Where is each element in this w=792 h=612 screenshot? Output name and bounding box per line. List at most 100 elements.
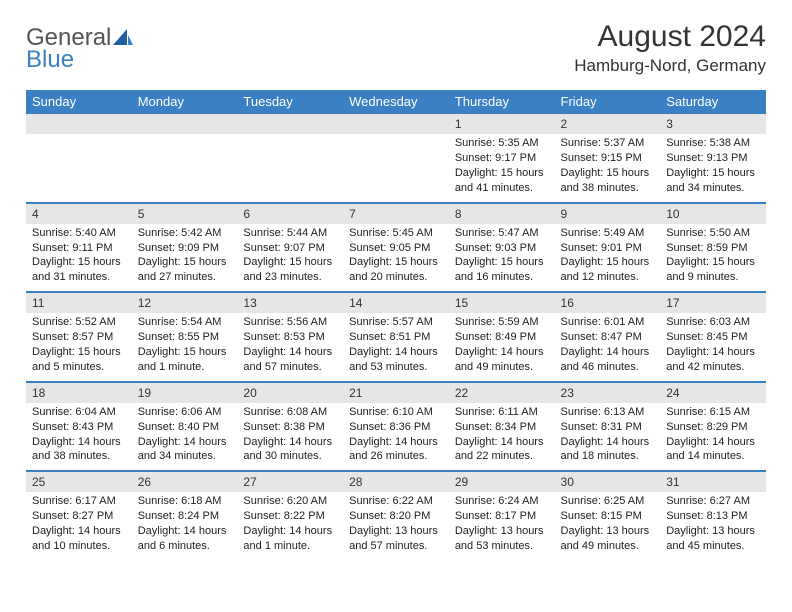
day-number: 18 [26, 382, 132, 403]
calendar-cell: 14Sunrise: 5:57 AMSunset: 8:51 PMDayligh… [343, 292, 449, 382]
day-details: Sunrise: 5:56 AMSunset: 8:53 PMDaylight:… [237, 313, 343, 380]
brand-part2-wrap: Blue [26, 46, 74, 74]
day-header-row: SundayMondayTuesdayWednesdayThursdayFrid… [26, 90, 766, 113]
day-number: 13 [237, 292, 343, 313]
calendar-page: General August 2024 Hamburg-Nord, German… [0, 0, 792, 572]
day-number: 10 [660, 203, 766, 224]
calendar-cell: 16Sunrise: 6:01 AMSunset: 8:47 PMDayligh… [555, 292, 661, 382]
day-number: 9 [555, 203, 661, 224]
calendar-week: 1Sunrise: 5:35 AMSunset: 9:17 PMDaylight… [26, 113, 766, 202]
day-details: Sunrise: 6:25 AMSunset: 8:15 PMDaylight:… [555, 492, 661, 559]
day-number: 6 [237, 203, 343, 224]
day-details: Sunrise: 6:24 AMSunset: 8:17 PMDaylight:… [449, 492, 555, 559]
calendar-cell: 19Sunrise: 6:06 AMSunset: 8:40 PMDayligh… [132, 381, 238, 471]
calendar-cell: 13Sunrise: 5:56 AMSunset: 8:53 PMDayligh… [237, 292, 343, 382]
day-header: Friday [555, 90, 661, 113]
calendar-cell: 29Sunrise: 6:24 AMSunset: 8:17 PMDayligh… [449, 471, 555, 560]
day-number: 12 [132, 292, 238, 313]
calendar-cell: 26Sunrise: 6:18 AMSunset: 8:24 PMDayligh… [132, 471, 238, 560]
calendar-cell: 18Sunrise: 6:04 AMSunset: 8:43 PMDayligh… [26, 381, 132, 471]
sail-icon [113, 29, 133, 47]
day-details: Sunrise: 6:11 AMSunset: 8:34 PMDaylight:… [449, 403, 555, 470]
day-details: Sunrise: 6:01 AMSunset: 8:47 PMDaylight:… [555, 313, 661, 380]
calendar-cell: 22Sunrise: 6:11 AMSunset: 8:34 PMDayligh… [449, 381, 555, 471]
calendar-cell: 10Sunrise: 5:50 AMSunset: 8:59 PMDayligh… [660, 202, 766, 292]
day-number: 28 [343, 471, 449, 492]
calendar-week: 18Sunrise: 6:04 AMSunset: 8:43 PMDayligh… [26, 381, 766, 471]
calendar-cell: 5Sunrise: 5:42 AMSunset: 9:09 PMDaylight… [132, 202, 238, 292]
day-details: Sunrise: 5:42 AMSunset: 9:09 PMDaylight:… [132, 224, 238, 291]
calendar-cell: 17Sunrise: 6:03 AMSunset: 8:45 PMDayligh… [660, 292, 766, 382]
day-details: Sunrise: 5:37 AMSunset: 9:15 PMDaylight:… [555, 134, 661, 201]
calendar-cell: 2Sunrise: 5:37 AMSunset: 9:15 PMDaylight… [555, 113, 661, 202]
day-number: 21 [343, 382, 449, 403]
day-number: 31 [660, 471, 766, 492]
day-details: Sunrise: 5:49 AMSunset: 9:01 PMDaylight:… [555, 224, 661, 291]
day-number: 8 [449, 203, 555, 224]
calendar-cell: 21Sunrise: 6:10 AMSunset: 8:36 PMDayligh… [343, 381, 449, 471]
calendar-cell [343, 113, 449, 202]
day-number-empty [26, 113, 132, 134]
day-number: 5 [132, 203, 238, 224]
day-details: Sunrise: 5:45 AMSunset: 9:05 PMDaylight:… [343, 224, 449, 291]
calendar-cell: 11Sunrise: 5:52 AMSunset: 8:57 PMDayligh… [26, 292, 132, 382]
calendar-cell: 4Sunrise: 5:40 AMSunset: 9:11 PMDaylight… [26, 202, 132, 292]
day-details: Sunrise: 5:57 AMSunset: 8:51 PMDaylight:… [343, 313, 449, 380]
day-details: Sunrise: 6:20 AMSunset: 8:22 PMDaylight:… [237, 492, 343, 559]
calendar-cell: 12Sunrise: 5:54 AMSunset: 8:55 PMDayligh… [132, 292, 238, 382]
day-details: Sunrise: 6:27 AMSunset: 8:13 PMDaylight:… [660, 492, 766, 559]
day-number: 25 [26, 471, 132, 492]
calendar-cell: 23Sunrise: 6:13 AMSunset: 8:31 PMDayligh… [555, 381, 661, 471]
calendar-cell [26, 113, 132, 202]
calendar-cell: 31Sunrise: 6:27 AMSunset: 8:13 PMDayligh… [660, 471, 766, 560]
day-details: Sunrise: 6:03 AMSunset: 8:45 PMDaylight:… [660, 313, 766, 380]
day-number-empty [343, 113, 449, 134]
day-number: 2 [555, 113, 661, 134]
calendar-thead: SundayMondayTuesdayWednesdayThursdayFrid… [26, 90, 766, 113]
day-details: Sunrise: 5:40 AMSunset: 9:11 PMDaylight:… [26, 224, 132, 291]
day-number: 15 [449, 292, 555, 313]
day-number: 24 [660, 382, 766, 403]
calendar-cell [237, 113, 343, 202]
calendar-cell: 27Sunrise: 6:20 AMSunset: 8:22 PMDayligh… [237, 471, 343, 560]
day-number: 11 [26, 292, 132, 313]
calendar-body: 1Sunrise: 5:35 AMSunset: 9:17 PMDaylight… [26, 113, 766, 560]
day-details: Sunrise: 5:50 AMSunset: 8:59 PMDaylight:… [660, 224, 766, 291]
day-number: 19 [132, 382, 238, 403]
day-details: Sunrise: 6:06 AMSunset: 8:40 PMDaylight:… [132, 403, 238, 470]
calendar-cell: 25Sunrise: 6:17 AMSunset: 8:27 PMDayligh… [26, 471, 132, 560]
calendar-cell: 8Sunrise: 5:47 AMSunset: 9:03 PMDaylight… [449, 202, 555, 292]
day-number: 1 [449, 113, 555, 134]
day-details: Sunrise: 5:44 AMSunset: 9:07 PMDaylight:… [237, 224, 343, 291]
day-details: Sunrise: 5:47 AMSunset: 9:03 PMDaylight:… [449, 224, 555, 291]
day-details: Sunrise: 5:35 AMSunset: 9:17 PMDaylight:… [449, 134, 555, 201]
day-number: 22 [449, 382, 555, 403]
calendar-cell: 20Sunrise: 6:08 AMSunset: 8:38 PMDayligh… [237, 381, 343, 471]
day-number: 30 [555, 471, 661, 492]
calendar-cell [132, 113, 238, 202]
day-details: Sunrise: 6:04 AMSunset: 8:43 PMDaylight:… [26, 403, 132, 470]
day-details: Sunrise: 6:08 AMSunset: 8:38 PMDaylight:… [237, 403, 343, 470]
day-number: 27 [237, 471, 343, 492]
calendar-cell: 7Sunrise: 5:45 AMSunset: 9:05 PMDaylight… [343, 202, 449, 292]
brand-part2: Blue [26, 46, 74, 73]
day-number: 17 [660, 292, 766, 313]
day-header: Wednesday [343, 90, 449, 113]
title-block: August 2024 Hamburg-Nord, Germany [574, 20, 766, 76]
calendar-cell: 3Sunrise: 5:38 AMSunset: 9:13 PMDaylight… [660, 113, 766, 202]
day-number: 7 [343, 203, 449, 224]
page-subtitle: Hamburg-Nord, Germany [574, 56, 766, 76]
day-details: Sunrise: 5:59 AMSunset: 8:49 PMDaylight:… [449, 313, 555, 380]
day-details: Sunrise: 6:22 AMSunset: 8:20 PMDaylight:… [343, 492, 449, 559]
day-header: Saturday [660, 90, 766, 113]
calendar-cell: 30Sunrise: 6:25 AMSunset: 8:15 PMDayligh… [555, 471, 661, 560]
day-number: 16 [555, 292, 661, 313]
page-title: August 2024 [574, 20, 766, 54]
calendar-week: 4Sunrise: 5:40 AMSunset: 9:11 PMDaylight… [26, 202, 766, 292]
day-header: Thursday [449, 90, 555, 113]
day-number: 3 [660, 113, 766, 134]
day-details: Sunrise: 5:54 AMSunset: 8:55 PMDaylight:… [132, 313, 238, 380]
page-header: General August 2024 Hamburg-Nord, German… [26, 20, 766, 76]
day-details: Sunrise: 5:52 AMSunset: 8:57 PMDaylight:… [26, 313, 132, 380]
day-number: 14 [343, 292, 449, 313]
